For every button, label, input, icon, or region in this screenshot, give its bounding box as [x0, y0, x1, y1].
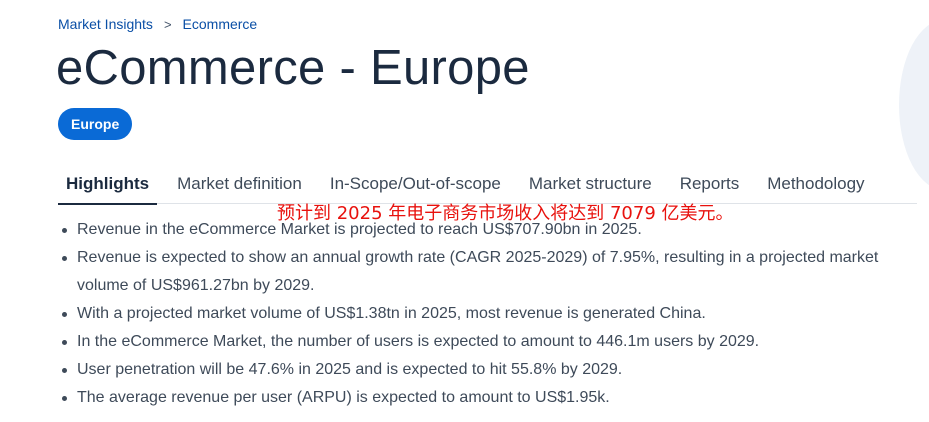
list-item: Revenue in the eCommerce Market is proje… — [58, 216, 918, 244]
bullet-icon — [62, 256, 67, 261]
bullet-icon — [62, 312, 67, 317]
tab-market-structure[interactable]: Market structure — [528, 174, 652, 193]
tab-methodology[interactable]: Methodology — [767, 174, 865, 193]
highlight-text: User penetration will be 47.6% in 2025 a… — [77, 361, 623, 378]
bullet-icon — [62, 228, 67, 233]
decorative-shape — [899, 20, 929, 190]
list-item: The average revenue per user (ARPU) is e… — [58, 384, 918, 412]
page-title: eCommerce - Europe — [56, 41, 530, 95]
breadcrumb-separator: > — [163, 16, 172, 32]
highlights-list: Revenue in the eCommerce Market is proje… — [58, 216, 918, 412]
breadcrumb-item-market-insights[interactable]: Market Insights — [58, 16, 153, 32]
list-item: User penetration will be 47.6% in 2025 a… — [58, 356, 918, 384]
breadcrumb: Market Insights > Ecommerce — [58, 16, 257, 32]
tab-reports[interactable]: Reports — [679, 174, 740, 193]
list-item: Revenue is expected to show an annual gr… — [58, 244, 918, 300]
highlight-text: With a projected market volume of US$1.3… — [77, 305, 706, 322]
bullet-icon — [62, 368, 67, 373]
highlight-text: Revenue in the eCommerce Market is proje… — [77, 221, 642, 238]
list-item: With a projected market volume of US$1.3… — [58, 300, 918, 328]
translation-overlay-note: 预计到 2025 年电子商务市场收入将达到 7079 亿美元。 — [277, 203, 734, 224]
highlight-text: Revenue is expected to show an annual gr… — [77, 249, 879, 294]
tab-market-definition[interactable]: Market definition — [177, 174, 302, 193]
tab-in-scope-out-of-scope[interactable]: In-Scope/Out-of-scope — [329, 174, 501, 193]
tab-highlights[interactable]: Highlights — [58, 170, 158, 205]
list-item: In the eCommerce Market, the number of u… — [58, 328, 918, 356]
bullet-icon — [62, 396, 67, 401]
highlight-text: The average revenue per user (ARPU) is e… — [77, 389, 610, 406]
highlight-text: In the eCommerce Market, the number of u… — [77, 333, 760, 350]
tab-bar: Highlights Market definition In-Scope/Ou… — [58, 170, 917, 205]
region-pill[interactable]: Europe — [58, 108, 133, 140]
breadcrumb-item-ecommerce[interactable]: Ecommerce — [182, 16, 258, 32]
bullet-icon — [62, 340, 67, 345]
